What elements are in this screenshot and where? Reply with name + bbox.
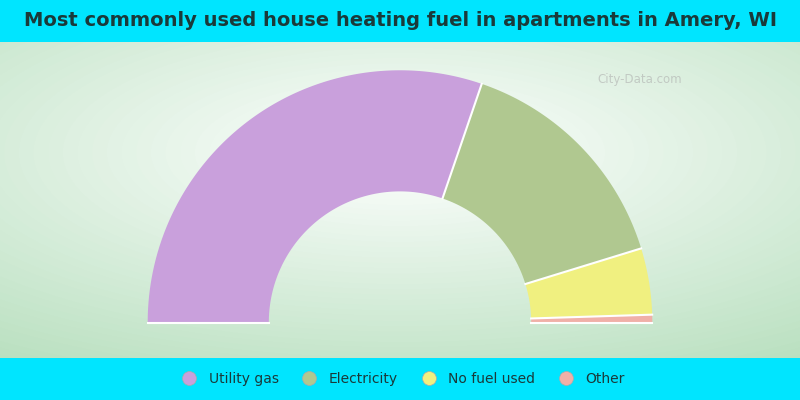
Ellipse shape — [326, 126, 474, 179]
Ellipse shape — [0, 0, 800, 342]
Ellipse shape — [0, 0, 800, 316]
Ellipse shape — [0, 0, 800, 321]
Ellipse shape — [0, 0, 800, 305]
Ellipse shape — [194, 79, 606, 226]
Text: Most commonly used house heating fuel in apartments in Amery, WI: Most commonly used house heating fuel in… — [23, 10, 777, 30]
Ellipse shape — [34, 21, 766, 284]
Ellipse shape — [136, 58, 664, 247]
Ellipse shape — [48, 26, 752, 279]
Ellipse shape — [268, 105, 532, 200]
Ellipse shape — [0, 0, 800, 390]
Ellipse shape — [150, 63, 650, 242]
Ellipse shape — [0, 0, 800, 337]
Text: City-Data.com: City-Data.com — [598, 74, 682, 86]
Ellipse shape — [0, 0, 800, 374]
Ellipse shape — [370, 142, 430, 163]
Polygon shape — [531, 315, 652, 322]
Ellipse shape — [122, 52, 678, 253]
Polygon shape — [442, 84, 641, 284]
Ellipse shape — [386, 147, 414, 158]
Ellipse shape — [356, 137, 444, 168]
Ellipse shape — [166, 68, 634, 237]
Ellipse shape — [4, 10, 796, 295]
Ellipse shape — [298, 116, 502, 190]
Ellipse shape — [0, 0, 800, 326]
Ellipse shape — [180, 74, 620, 232]
Ellipse shape — [224, 89, 576, 216]
Ellipse shape — [342, 132, 458, 174]
Ellipse shape — [0, 0, 800, 348]
Ellipse shape — [0, 0, 800, 384]
Ellipse shape — [78, 37, 722, 268]
Legend: Utility gas, Electricity, No fuel used, Other: Utility gas, Electricity, No fuel used, … — [170, 366, 630, 392]
Ellipse shape — [106, 47, 694, 258]
Ellipse shape — [92, 42, 708, 263]
Ellipse shape — [0, 0, 800, 363]
Ellipse shape — [0, 0, 800, 379]
Ellipse shape — [254, 100, 546, 205]
Ellipse shape — [0, 0, 800, 310]
Ellipse shape — [0, 0, 800, 368]
Polygon shape — [526, 248, 652, 318]
Ellipse shape — [0, 0, 800, 353]
Ellipse shape — [238, 95, 562, 210]
Ellipse shape — [0, 0, 800, 332]
Polygon shape — [148, 70, 482, 322]
Ellipse shape — [282, 110, 518, 195]
Ellipse shape — [62, 32, 738, 274]
Ellipse shape — [0, 5, 800, 300]
Ellipse shape — [210, 84, 590, 221]
Ellipse shape — [0, 0, 800, 358]
Ellipse shape — [312, 121, 488, 184]
Ellipse shape — [18, 16, 782, 290]
